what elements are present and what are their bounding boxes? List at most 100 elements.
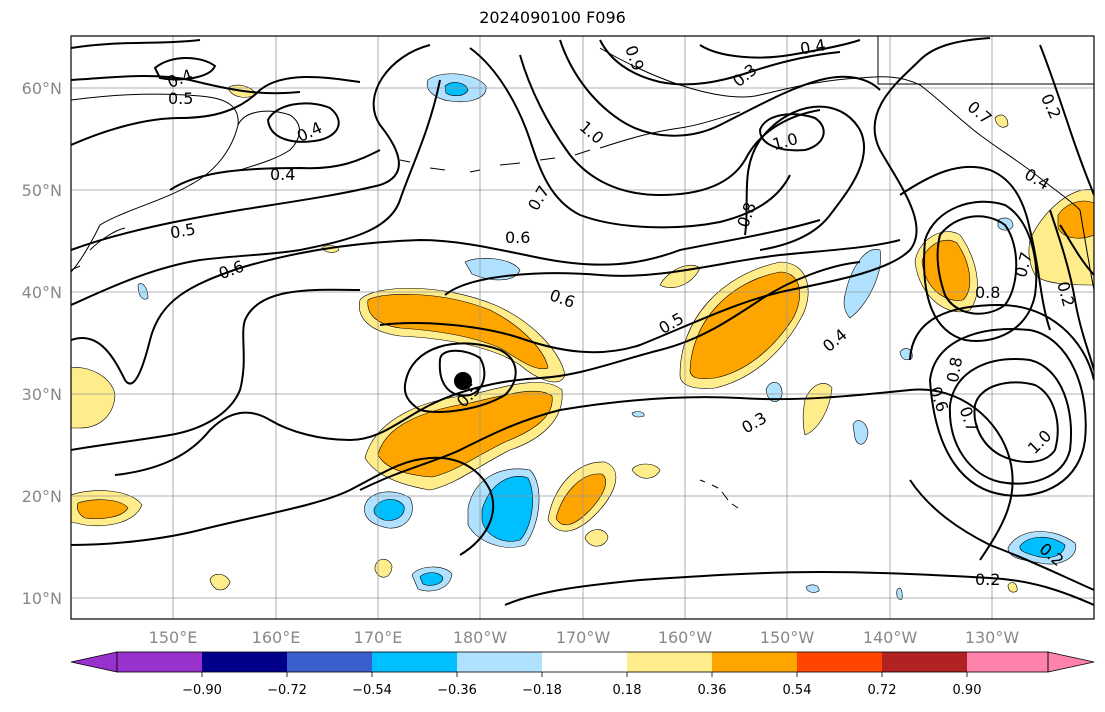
colorbar-segment xyxy=(542,652,627,672)
contour-line xyxy=(114,261,861,476)
lon-label: 150°E xyxy=(149,628,198,647)
contour-line xyxy=(71,44,431,251)
contour-line xyxy=(71,456,495,556)
contour-line xyxy=(266,102,340,143)
contour-label: 0.5 xyxy=(169,219,197,242)
inset-box xyxy=(877,36,1094,85)
positive-anomaly-region xyxy=(1057,200,1094,239)
colorbar-segment xyxy=(372,652,457,672)
contour-label: 0.4 xyxy=(799,35,827,58)
lat-label: 30°N xyxy=(22,385,62,404)
contour-line xyxy=(444,239,901,296)
contour-line xyxy=(909,479,1094,591)
negative-anomaly-region xyxy=(997,217,1014,231)
contour-line xyxy=(71,219,821,385)
map-frame xyxy=(70,35,1095,620)
contour-line xyxy=(71,39,201,49)
longitude-labels: 150°E 160°E 170°E 180°W 170°W 160°W 150°… xyxy=(149,628,1020,647)
colorbar-segment xyxy=(117,652,202,672)
colorbar-tick-label: 0.54 xyxy=(783,683,812,698)
negative-anomaly-region xyxy=(805,584,820,593)
colorbar-tick-label: 0.18 xyxy=(613,683,642,698)
contour-line xyxy=(438,349,486,397)
colorbar: −0.90 −0.72 −0.54 −0.36 −0.18 0.18 0.36 … xyxy=(70,651,1095,698)
alaska-coastline xyxy=(599,47,1081,211)
negative-anomaly-region xyxy=(852,420,869,445)
positive-anomaly-region xyxy=(689,271,800,380)
positive-anomaly-region xyxy=(377,390,553,478)
map-title: 2024090100 F096 xyxy=(479,8,626,27)
colorbar-frame xyxy=(116,651,1049,673)
aleutian-islands xyxy=(399,111,741,173)
lon-label: 170°E xyxy=(354,628,403,647)
contour-line xyxy=(928,328,1087,497)
lat-label: 60°N xyxy=(22,79,62,98)
contour-line xyxy=(899,165,1051,331)
lon-label: 140°W xyxy=(863,628,918,647)
contour-line xyxy=(71,79,441,306)
negative-anomaly-region xyxy=(444,82,469,96)
lon-label: 180°W xyxy=(453,628,508,647)
contour-line xyxy=(71,76,361,146)
positive-anomaly-region xyxy=(209,573,231,591)
negative-anomaly-region xyxy=(419,572,444,586)
colorbar-segment xyxy=(287,652,372,672)
lat-label: 10°N xyxy=(22,589,62,608)
colorbar-tick-label: −0.90 xyxy=(182,683,222,698)
coastlines xyxy=(71,36,1094,509)
colorbar-segment xyxy=(712,652,797,672)
contour-line xyxy=(71,74,301,95)
contour-line xyxy=(379,37,991,354)
contour-line xyxy=(359,388,1014,561)
lon-label: 150°W xyxy=(760,628,815,647)
contour-line xyxy=(758,113,825,152)
contour-label: 0.2 xyxy=(975,570,1000,589)
contour-label: 0.4 xyxy=(270,165,295,184)
latitude-labels: 60°N 50°N 40°N 30°N 20°N 10°N xyxy=(22,79,62,608)
lon-label: 170°W xyxy=(556,628,611,647)
colorbar-segment xyxy=(627,652,712,672)
colorbar-segment xyxy=(202,652,287,672)
positive-anomaly-region xyxy=(374,558,393,578)
colorbar-tick-label: 0.72 xyxy=(868,683,897,698)
negative-anomaly-region xyxy=(896,587,903,600)
colorbar-tick-label: −0.36 xyxy=(437,683,477,698)
lon-label: 160°W xyxy=(658,628,713,647)
contour-label: 0.5 xyxy=(168,89,193,108)
colorbar-tick-label: −0.72 xyxy=(267,683,307,698)
contour-line xyxy=(1059,224,1094,276)
colorbar-tick-label: −0.54 xyxy=(352,683,392,698)
contour-line xyxy=(599,39,841,86)
colorbar-tick-label: 0.90 xyxy=(953,683,982,698)
contour-lines xyxy=(71,37,1094,606)
hawaii-islands xyxy=(699,479,739,509)
lat-label: 50°N xyxy=(22,181,62,200)
contour-line xyxy=(1039,44,1094,196)
positive-anomaly-region xyxy=(802,383,833,436)
contour-line xyxy=(71,288,361,451)
negative-anomaly-region xyxy=(631,411,645,418)
negative-anomaly-region xyxy=(137,283,149,300)
contour-line xyxy=(169,149,381,191)
colorbar-over-triangle xyxy=(1047,651,1095,673)
negative-anomaly-region xyxy=(481,476,533,542)
japan-coastline xyxy=(71,227,126,271)
storm-center-marker xyxy=(454,372,472,390)
colorbar-segment xyxy=(882,652,967,672)
positive-anomaly-region xyxy=(1007,582,1018,593)
colorbar-segment xyxy=(797,652,882,672)
contour-line xyxy=(923,200,1038,342)
negative-anomaly-region xyxy=(1019,536,1066,558)
colorbar-tick-label: −0.18 xyxy=(522,683,562,698)
positive-anomaly-region xyxy=(555,473,607,526)
negative-anomaly-region xyxy=(899,348,913,361)
asia-coastline xyxy=(71,93,239,273)
contour-label: 0.6 xyxy=(505,228,530,247)
colorbar-tick-label: 0.36 xyxy=(698,683,727,698)
shaded-regions xyxy=(71,73,1094,600)
positive-anomaly-region xyxy=(631,463,661,479)
lon-label: 160°E xyxy=(252,628,301,647)
contour-line xyxy=(504,570,1094,606)
na-west-coastline xyxy=(1079,209,1094,291)
